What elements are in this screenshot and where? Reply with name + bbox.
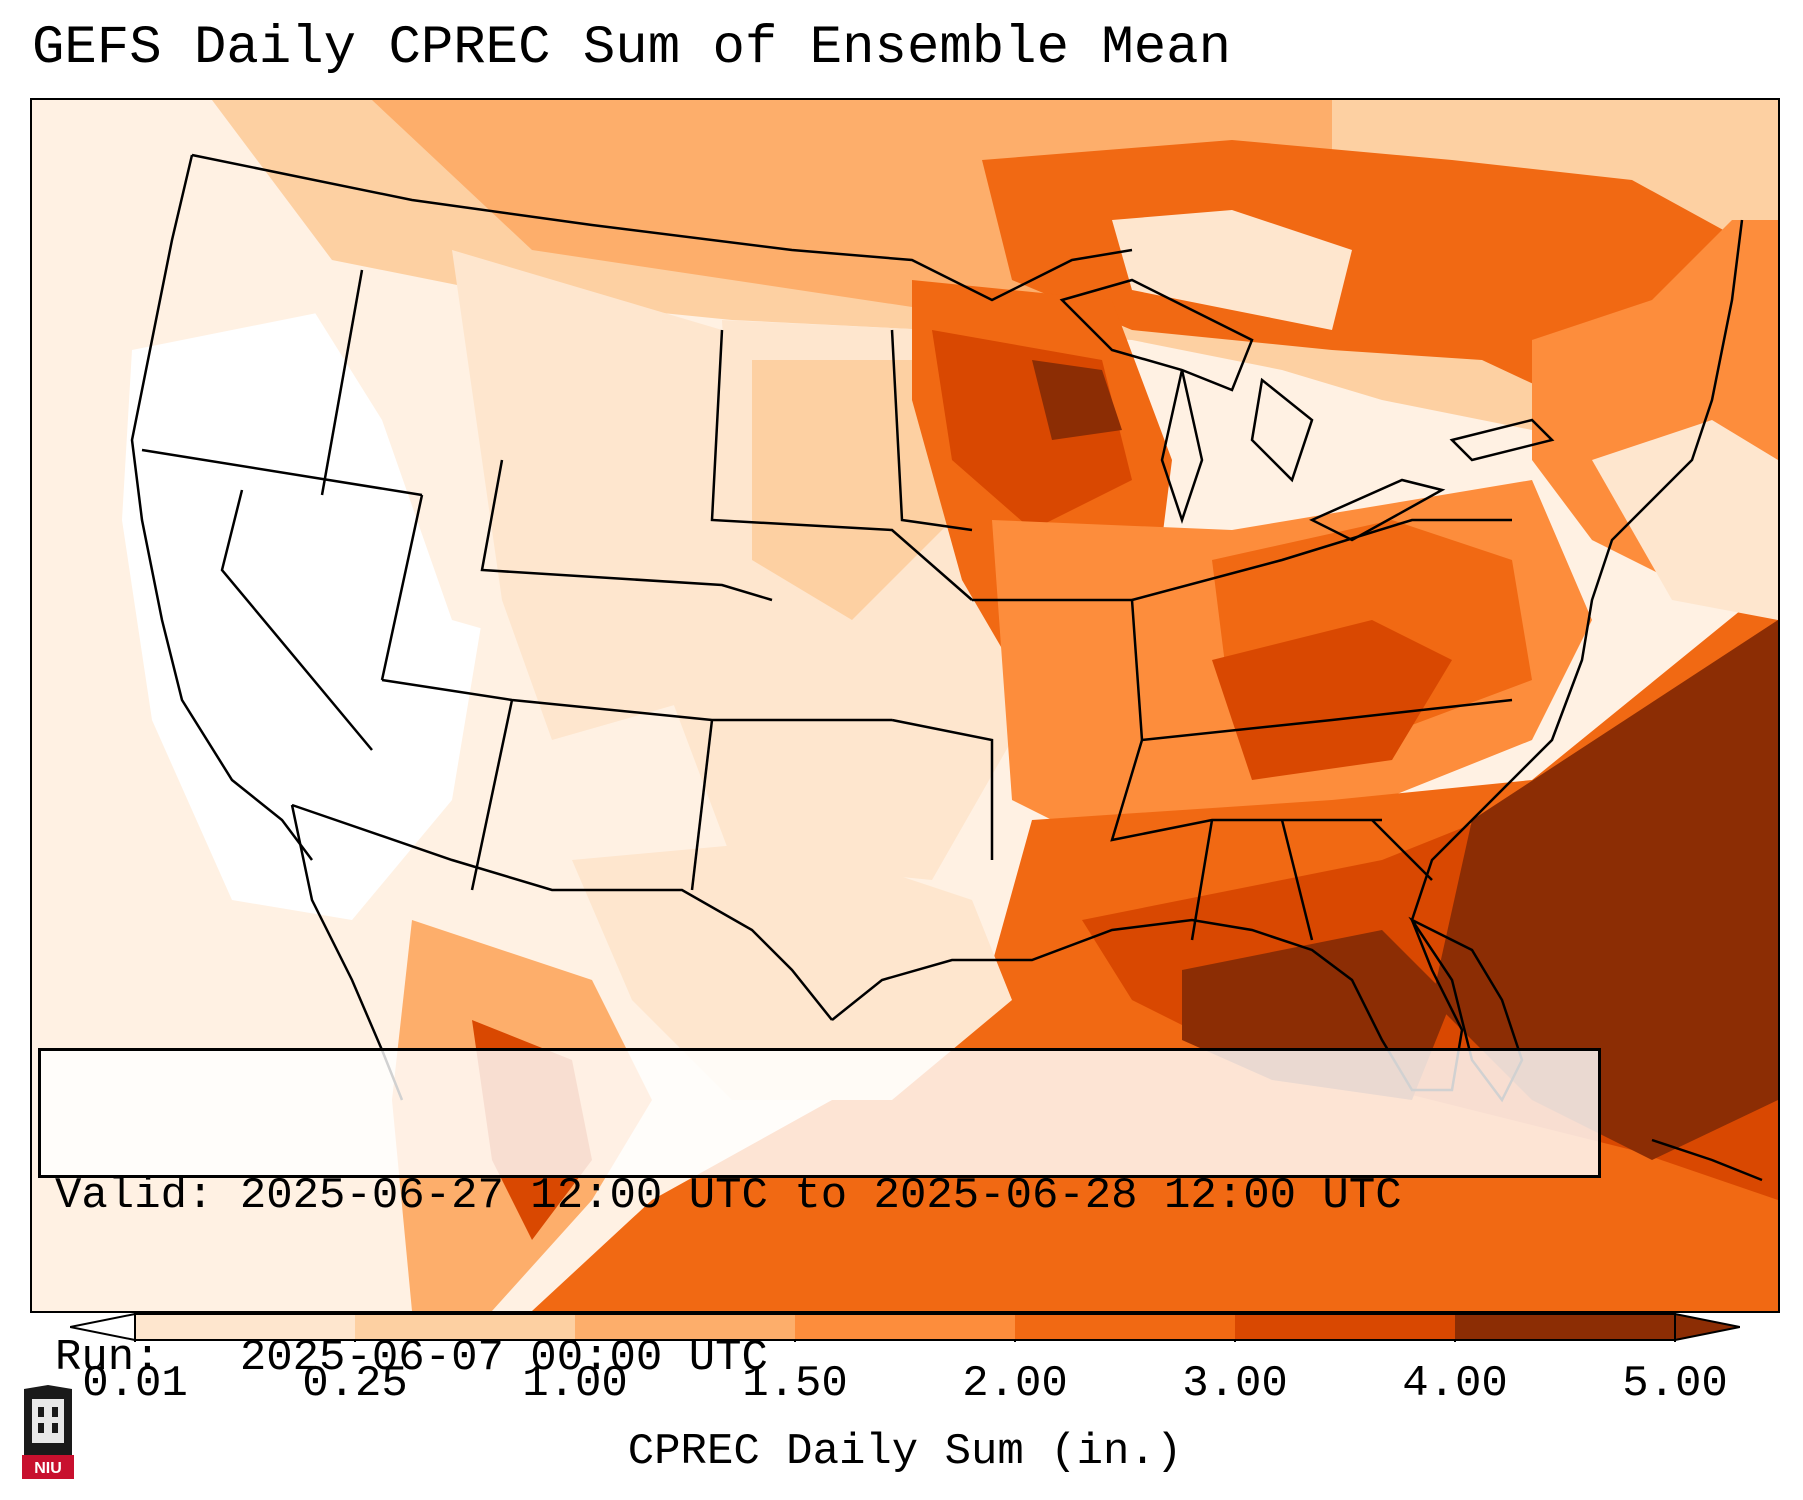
- run-row: Run: 2025-06-07 00:00 UTC: [55, 1331, 1584, 1385]
- state-line-6: [480, 459, 773, 602]
- west-coastline: [130, 154, 313, 861]
- state-line-16: [1190, 819, 1214, 941]
- state-line-18: [1371, 819, 1433, 881]
- run-value: 2025-06-07 00:00 UTC: [239, 1333, 768, 1383]
- colorbar-tick-label: 1.50: [742, 1359, 848, 1409]
- state-line-13: [1131, 518, 1512, 602]
- state-line-11: [891, 718, 994, 860]
- lake-superior: [1059, 278, 1254, 392]
- niu-logo: NIU: [22, 1385, 74, 1479]
- state-line-14: [1141, 698, 1513, 742]
- state-line-9: [690, 719, 714, 891]
- state-line-5: [381, 678, 892, 722]
- rockies-light-zone: [452, 250, 752, 740]
- logo-window-1: [38, 1407, 44, 1417]
- colorbar-segment: [1235, 1314, 1456, 1340]
- wisconsin-extreme-patch: [1032, 360, 1122, 440]
- colorbar-segment: [575, 1314, 796, 1340]
- valid-run-info-box: Valid: 2025-06-27 12:00 UTC to 2025-06-2…: [38, 1048, 1601, 1383]
- colorbar-label: CPREC Daily Sum (in.): [627, 1427, 1183, 1477]
- state-line-1: [320, 269, 364, 496]
- state-line-4: [380, 494, 424, 681]
- valid-value: 2025-06-27 12:00 UTC to 2025-06-28 12:00…: [239, 1171, 1402, 1221]
- colorbar-tick-label: 3.00: [1182, 1359, 1288, 1409]
- colorbar-tick-label: 0.01: [82, 1359, 188, 1409]
- lake-erie: [1309, 478, 1446, 542]
- logo-window-3: [38, 1423, 44, 1433]
- state-line-15: [1110, 739, 1382, 842]
- logo-window-4: [52, 1423, 58, 1433]
- california-nevada-dry-zone: [122, 300, 482, 920]
- colorbar-tick-label: 0.25: [302, 1359, 408, 1409]
- lake-michigan: [1160, 369, 1204, 524]
- state-line-7: [710, 329, 973, 601]
- logo-banner: [22, 1455, 74, 1479]
- map-title: GEFS Daily CPREC Sum of Ensemble Mean: [32, 18, 1231, 79]
- lake-ontario: [1449, 418, 1555, 462]
- logo-window-2: [52, 1407, 58, 1417]
- colorbar: [70, 1312, 1740, 1342]
- state-line-8: [470, 699, 514, 891]
- logo-tower: [32, 1399, 64, 1443]
- cuba-outline: [1651, 1138, 1763, 1182]
- colorbar-tick-label: 4.00: [1402, 1359, 1508, 1409]
- us-mexico-border: [291, 803, 833, 1021]
- colorbar-tick-label: 2.00: [962, 1359, 1068, 1409]
- colorbar-segment: [1015, 1314, 1236, 1340]
- state-line-3: [220, 489, 373, 751]
- colorbar-segment: [795, 1314, 1016, 1340]
- east-coastline: [1410, 219, 1744, 921]
- dakotas-moderate-zone: [752, 360, 952, 620]
- colorbar-tick-label: 1.00: [522, 1359, 628, 1409]
- tennessee-very-high-zone: [1212, 620, 1452, 780]
- colorbar-tick-label: 5.00: [1622, 1359, 1728, 1409]
- colorbar-right-arrow: [1674, 1312, 1740, 1342]
- valid-row: Valid: 2025-06-27 12:00 UTC to 2025-06-2…: [55, 1169, 1584, 1223]
- colorbar-svg: [70, 1312, 1740, 1342]
- colorbar-segment: [355, 1314, 576, 1340]
- state-line-2: [141, 448, 423, 497]
- colorbar-outline: [134, 1313, 1676, 1341]
- colorbar-segment: [1455, 1314, 1676, 1340]
- us-canada-border: [191, 153, 1133, 302]
- state-line-10: [890, 329, 973, 532]
- run-label: Run:: [55, 1333, 161, 1383]
- ontario-light-patch: [1112, 210, 1352, 330]
- colorbar-left-arrow: [70, 1312, 136, 1342]
- atlantic-extreme-zone: [1432, 620, 1778, 1160]
- colorbar-segment: [135, 1314, 356, 1340]
- valid-label: Valid:: [55, 1171, 214, 1221]
- state-line-17: [1280, 819, 1314, 941]
- new-england-light-zone: [1592, 420, 1778, 620]
- logo-text: NIU: [34, 1460, 62, 1477]
- lake-huron: [1250, 377, 1314, 483]
